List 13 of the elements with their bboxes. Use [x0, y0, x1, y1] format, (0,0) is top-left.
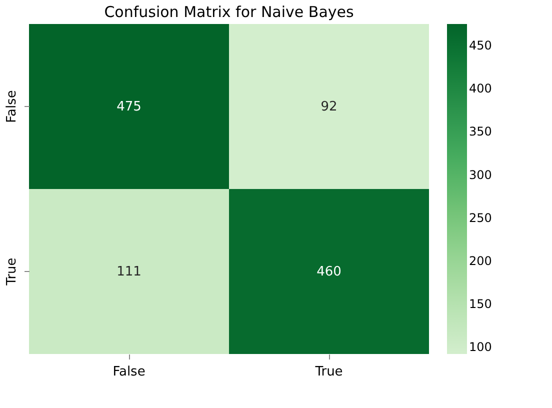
color-bar-label: 250	[469, 210, 492, 225]
color-bar-label: 100	[469, 340, 492, 354]
chart-title: Confusion Matrix for Naive Bayes	[104, 3, 354, 21]
data-label: 111	[116, 264, 142, 280]
color-bar-label: 350	[469, 124, 492, 139]
color-bar-label: 300	[469, 168, 492, 182]
color-bar-label: 150	[469, 297, 492, 312]
color-bar-label: 200	[469, 254, 492, 268]
color-bar-label: 450	[469, 38, 492, 53]
data-label: 475	[116, 100, 142, 114]
data-label: 460	[316, 264, 342, 280]
data-label: 92	[320, 100, 338, 114]
color-bar-label: 400	[469, 82, 492, 96]
